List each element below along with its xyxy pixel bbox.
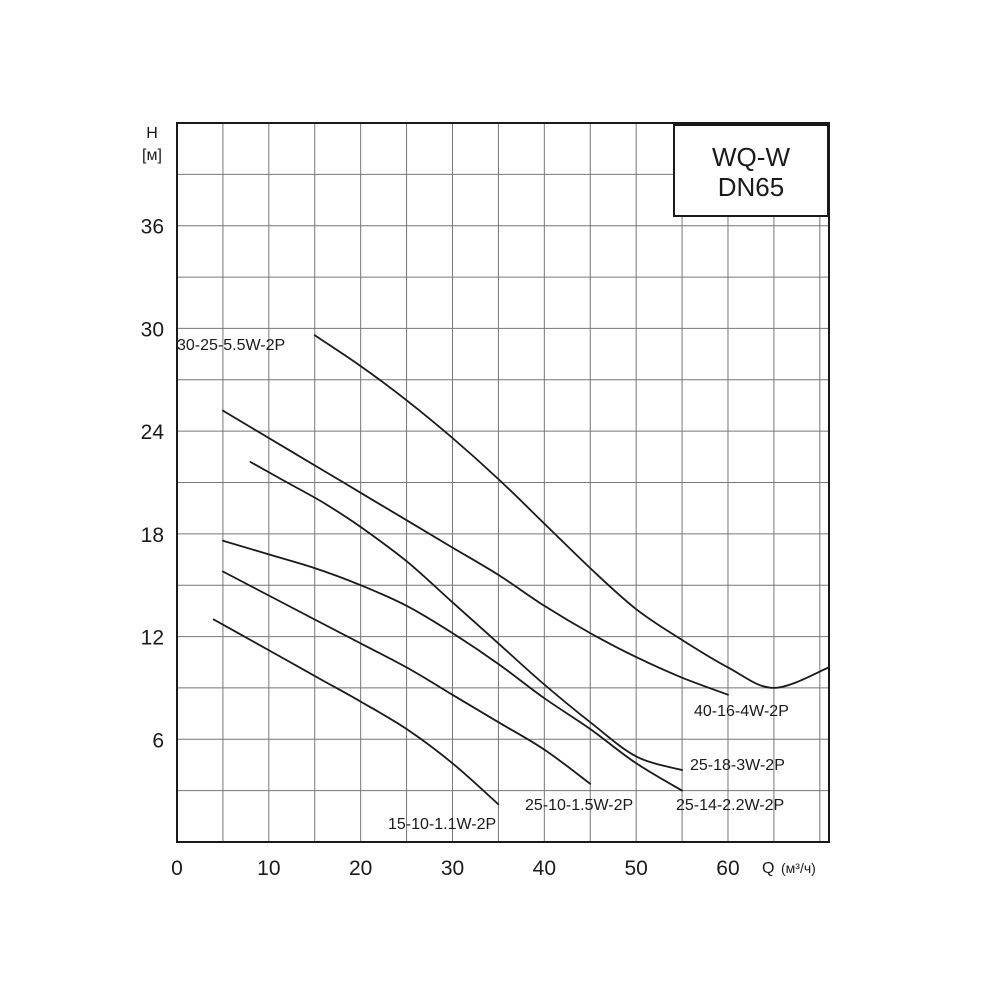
curve-25-10-1-5w-2p [222,570,592,785]
title-box: WQ-W DN65 [673,124,829,217]
x-tick-label-20: 20 [349,857,372,880]
plot-frame [176,122,830,843]
y-tick-label-24: 24 [141,421,165,444]
y-tick-label-18: 18 [141,524,164,547]
curves [212,334,830,806]
x-axis-unit: (м³/ч) [781,860,816,876]
y-tick-label-36: 36 [141,216,164,239]
x-tick-label-60: 60 [716,857,739,880]
grid [177,123,829,842]
y-tick-labels: 6 12 18 24 30 36 [141,216,165,753]
title-line-2: DN65 [718,172,784,202]
series-label-40-16-4w-2p: 40-16-4W-2P [694,703,789,720]
x-tick-labels: 0 10 20 30 40 50 60 [171,857,740,880]
curve-25-18-3w-2p [249,461,683,771]
x-tick-label-30: 30 [441,857,464,880]
x-tick-label-0: 0 [171,857,183,880]
title-line-1: WQ-W [712,142,790,172]
x-tick-label-10: 10 [257,857,280,880]
y-axis-label: H [146,125,158,142]
y-tick-label-12: 12 [141,627,164,650]
curve-40-16-4w-2p [222,409,729,696]
x-tick-label-40: 40 [533,857,556,880]
series-label-25-10-1-5w-2p: 25-10-1.5W-2P [525,797,633,814]
series-label-25-14-2-2w-2p: 25-14-2.2W-2P [676,797,784,814]
series-label-25-18-3w-2p: 25-18-3W-2P [690,757,785,774]
curve-30-25-5-5w-2p [313,334,830,689]
y-tick-label-6: 6 [152,729,164,752]
x-tick-label-50: 50 [624,857,647,880]
series-label-15-10-1-1w-2p: 15-10-1.1W-2P [388,816,496,833]
y-axis-unit: [м] [142,147,162,164]
title-box-frame [673,124,829,217]
x-axis-label: Q [762,860,774,877]
series-label-30-25-5-5w-2p: 30-25-5.5W-2P [177,337,285,354]
curve-25-14-2-2w-2p [222,539,683,792]
y-tick-label-30: 30 [141,318,164,341]
curve-15-10-1-1w-2p [212,618,500,806]
